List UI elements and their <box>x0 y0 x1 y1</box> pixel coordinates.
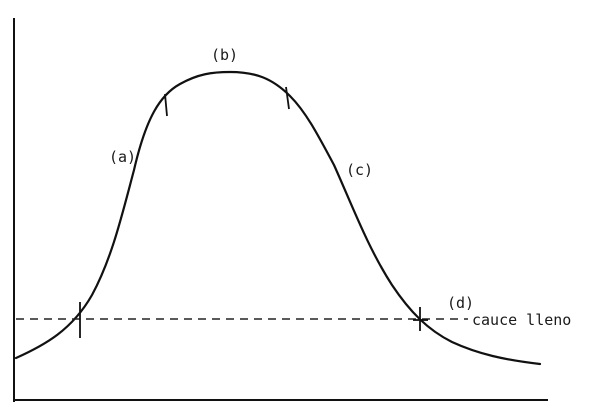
label-a: (a) <box>109 148 136 166</box>
curve-tick-left-top <box>164 93 168 117</box>
label-b: (b) <box>211 46 238 64</box>
label-c: (c) <box>346 161 373 179</box>
hydrograph-curve <box>14 70 542 366</box>
label-d: (d) <box>447 294 474 312</box>
curve-tick-right-top <box>285 86 290 110</box>
label-channel-line: cauce lleno <box>472 311 571 329</box>
